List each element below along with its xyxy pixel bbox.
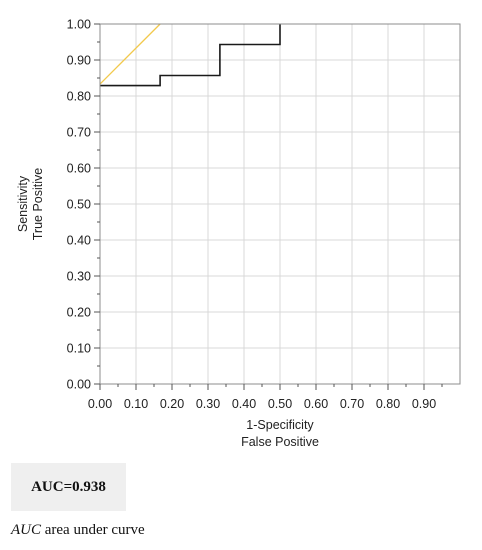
roc-chart: 0.00 0.10 0.20 0.30 0.40 0.50 0.60 0.70 0.80 0.90… xyxy=(16,18,461,449)
roc-curve xyxy=(100,24,281,87)
x-tick-label: 0.60 xyxy=(304,397,328,411)
y-tick-label: 0.40 xyxy=(67,234,91,248)
x-tick-label: 0.10 xyxy=(124,397,148,411)
x-axis-title-line: False Positive xyxy=(241,435,319,449)
y-tick-label: 0.20 xyxy=(67,306,91,320)
x-axis-title: 1-Specificity False Positive xyxy=(241,418,319,449)
footnote: AUC area under curve xyxy=(11,522,145,539)
footnote-abbreviation: AUC xyxy=(11,522,41,538)
y-tick-label: 0.30 xyxy=(67,270,91,284)
x-tick-label: 0.40 xyxy=(232,397,256,411)
y-tick-label: 0.10 xyxy=(67,342,91,356)
x-tick-label: 0.70 xyxy=(340,397,364,411)
y-tick-label: 0.60 xyxy=(67,162,91,176)
x-axis-title-line: 1-Specificity xyxy=(246,418,314,432)
footnote-text: area under curve xyxy=(41,522,145,538)
y-tick-label: 0.00 xyxy=(67,378,91,392)
auc-label: AUC=0.938 xyxy=(11,463,126,511)
y-axis-title-line: True Positive xyxy=(31,168,45,241)
y-tick-label: 1.00 xyxy=(67,18,91,32)
y-axis-title-line: Sensitivity xyxy=(16,175,30,232)
x-tick-label: 0.90 xyxy=(412,397,436,411)
x-tick-label: 0.80 xyxy=(376,397,400,411)
x-tick-label: 0.50 xyxy=(268,397,292,411)
axis-ticks: 0.00 0.10 0.20 0.30 0.40 0.50 0.60 0.70 0.80 0.90… xyxy=(67,18,443,411)
y-axis-title: Sensitivity True Positive xyxy=(16,168,45,241)
y-tick-label: 0.80 xyxy=(67,90,91,104)
tangent-line xyxy=(99,23,161,85)
y-tick-label: 0.90 xyxy=(67,54,91,68)
x-tick-label: 0.20 xyxy=(160,397,184,411)
y-tick-label: 0.70 xyxy=(67,126,91,140)
grid-lines xyxy=(100,24,460,384)
x-tick-label: 0.00 xyxy=(88,397,112,411)
y-tick-label: 0.50 xyxy=(67,198,91,212)
series-lines xyxy=(99,23,281,87)
x-tick-label: 0.30 xyxy=(196,397,220,411)
